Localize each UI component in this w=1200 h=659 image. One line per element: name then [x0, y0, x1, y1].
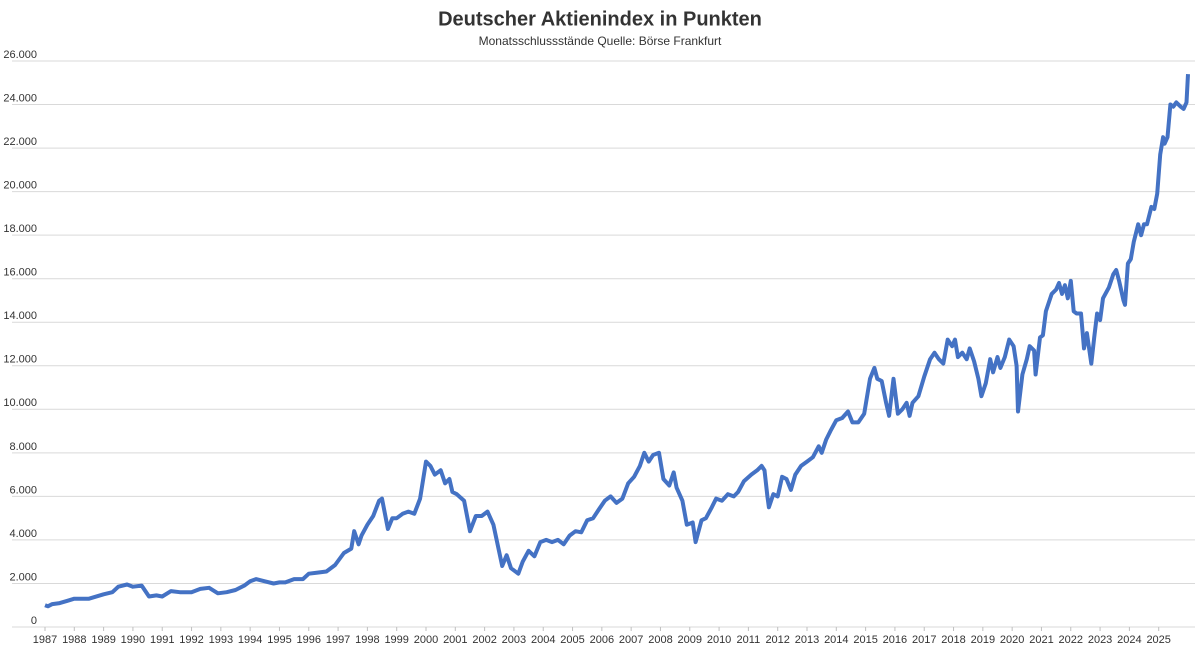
x-tick-label: 2014 — [824, 634, 848, 646]
y-tick-label: 0 — [31, 615, 37, 627]
x-tick-label: 1993 — [209, 634, 233, 646]
x-tick-label: 2022 — [1059, 634, 1083, 646]
x-tick-label: 2025 — [1146, 634, 1170, 646]
x-tick-label: 2005 — [560, 634, 584, 646]
x-tick-label: 2011 — [737, 634, 761, 646]
x-tick-label: 1996 — [297, 634, 321, 646]
x-tick-label: 2004 — [531, 634, 555, 646]
x-tick-label: 2007 — [619, 634, 643, 646]
y-tick-label: 16.000 — [3, 267, 37, 279]
x-tick-label: 2009 — [678, 634, 702, 646]
y-tick-label: 8.000 — [9, 441, 37, 453]
y-tick-label: 20.000 — [3, 180, 37, 192]
x-tick-label: 2012 — [765, 634, 789, 646]
x-tick-label: 2024 — [1117, 634, 1141, 646]
x-tick-label: 2017 — [912, 634, 936, 646]
x-tick-label: 2023 — [1088, 634, 1112, 646]
x-tick-label: 2020 — [1000, 634, 1024, 646]
x-tick-label: 2013 — [795, 634, 819, 646]
x-tick-label: 1991 — [150, 634, 174, 646]
x-tick-label: 2002 — [472, 634, 496, 646]
x-tick-label: 1997 — [326, 634, 350, 646]
y-tick-label: 6.000 — [9, 484, 37, 496]
y-tick-label: 26.000 — [3, 49, 37, 61]
x-tick-label: 1989 — [91, 634, 115, 646]
chart-title: Deutscher Aktienindex in Punkten — [438, 8, 762, 30]
y-tick-label: 14.000 — [3, 310, 37, 322]
y-tick-label: 22.000 — [3, 136, 37, 148]
y-tick-label: 2.000 — [9, 571, 37, 583]
y-tick-label: 18.000 — [3, 223, 37, 235]
x-tick-label: 2019 — [971, 634, 995, 646]
x-tick-label: 2015 — [853, 634, 877, 646]
data-line — [44, 73, 1190, 609]
x-tick-label: 2010 — [707, 634, 731, 646]
x-tick-label: 2003 — [502, 634, 526, 646]
y-tick-label: 4.000 — [9, 528, 37, 540]
y-tick-label: 24.000 — [3, 92, 37, 104]
x-tick-label: 1988 — [62, 634, 86, 646]
x-tick-label: 1995 — [267, 634, 291, 646]
x-tick-label: 1992 — [179, 634, 203, 646]
x-tick-label: 1998 — [355, 634, 379, 646]
x-tick-label: 2006 — [590, 634, 614, 646]
y-tick-label: 10.000 — [3, 397, 37, 409]
x-tick-label: 2000 — [414, 634, 438, 646]
x-tick-label: 1999 — [384, 634, 408, 646]
x-tick-label: 1994 — [238, 634, 262, 646]
x-tick-label: 2021 — [1029, 634, 1053, 646]
x-tick-label: 2008 — [648, 634, 672, 646]
x-tick-label: 1987 — [33, 634, 57, 646]
chart-subtitle: Monatsschlussstände Quelle: Börse Frankf… — [479, 34, 722, 48]
x-tick-label: 1990 — [121, 634, 145, 646]
x-tick-label: 2018 — [941, 634, 965, 646]
y-tick-label: 12.000 — [3, 354, 37, 366]
x-tick-label: 2001 — [443, 634, 467, 646]
x-tick-label: 2016 — [883, 634, 907, 646]
